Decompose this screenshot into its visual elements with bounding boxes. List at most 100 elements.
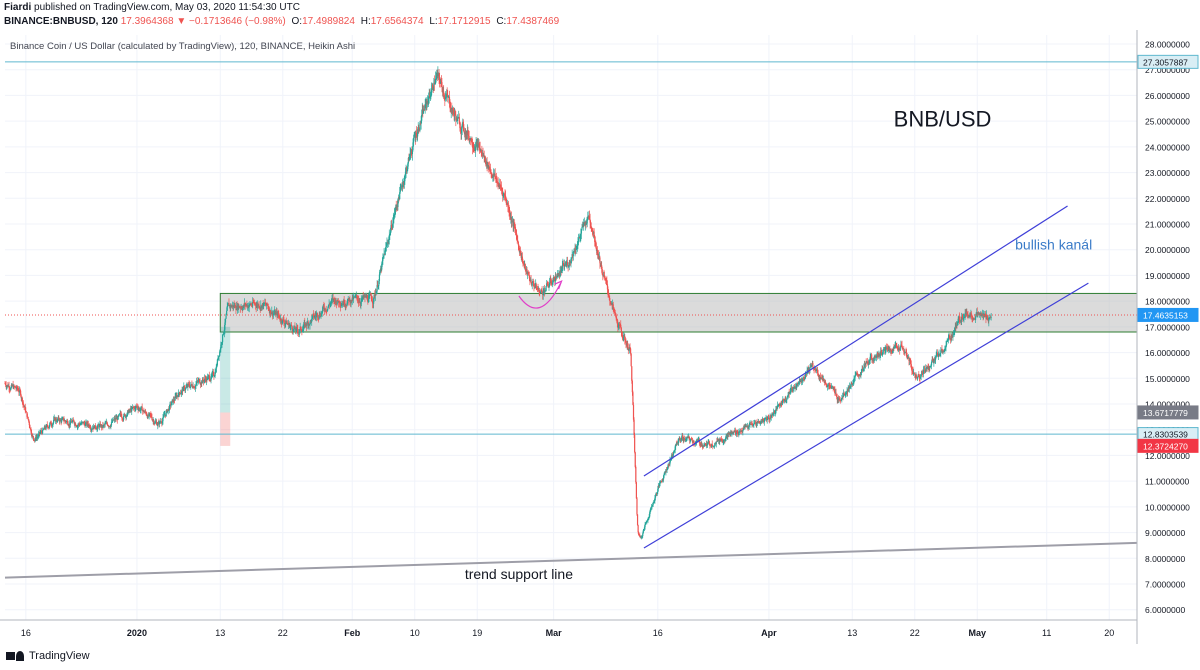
candle [599,255,601,269]
candle [199,378,201,385]
candle-body [73,419,75,423]
candle-body [151,416,153,420]
candle-body [838,398,841,400]
candle-body [840,399,842,401]
candle-body [722,440,724,442]
candle-body [455,114,457,121]
candle-body [125,415,127,418]
candle-body [517,240,519,242]
candle [951,334,953,341]
candle-body [683,438,686,440]
candle-body [259,306,261,309]
candle [647,516,650,521]
candle-body [900,344,902,348]
candle-body [950,339,952,341]
candle-body [591,227,593,230]
candle-body [849,385,851,388]
candle-body [9,388,11,390]
candle-body [371,300,374,304]
candle [583,218,585,231]
candle-body [360,302,362,305]
candle-body [742,430,744,432]
candle-body [300,328,302,331]
candle-body [36,437,38,439]
candle [344,299,346,308]
candle [141,403,143,411]
candle-body [946,339,948,342]
candle-body [613,307,615,310]
candle [566,256,569,267]
candle-body [322,307,324,311]
candle-body [361,298,363,300]
candle-body [953,331,955,334]
candle [318,318,320,323]
candle [156,419,158,426]
candle-body [857,375,859,376]
candle-body [547,283,549,287]
candle [283,316,285,326]
candle-body [467,135,470,137]
candle-body [561,265,563,269]
candle [835,388,837,397]
candle-body [217,356,220,360]
candle-body [191,384,193,386]
candle [347,299,349,305]
candle [246,300,248,309]
price-chart[interactable]: 6.00000007.00000008.00000009.000000010.0… [0,30,1200,648]
candle [841,392,844,400]
candle-body [605,279,607,281]
candle-body [374,293,376,296]
candle-body [562,263,565,266]
candle-body [17,388,19,390]
candle-body [282,318,284,321]
candle-body [594,237,596,243]
candle-body [343,300,345,304]
candle-body [128,412,130,413]
candle [479,141,481,154]
candle-body [29,428,32,430]
candle-body [46,424,48,426]
candle [742,430,744,436]
candle-body [71,421,73,423]
candle-body [880,351,882,354]
candle [137,404,139,414]
candle-body [407,157,409,164]
candle [351,293,353,305]
candle [222,333,224,336]
candle [128,408,131,413]
candle-body [38,431,40,435]
candle-body [767,417,769,419]
candle-body [634,452,636,467]
candle-body [608,296,610,299]
candle-body [815,368,817,371]
candle-body [172,399,175,402]
candle-body [423,109,425,110]
candle-body [687,436,689,439]
candle-body [58,417,60,420]
candle-body [356,295,358,297]
candle-body [385,246,387,251]
candle [606,276,608,285]
candle [317,314,319,321]
candle [655,492,657,497]
candle [205,376,207,386]
candle-body [779,403,782,406]
candle-body [193,386,195,388]
candle-body [797,383,800,385]
candle-body [503,194,506,196]
candle-body [882,349,884,353]
candle-body [194,387,196,389]
candle-body [407,163,409,170]
candle-body [703,445,705,447]
candle-body [370,293,372,296]
author-name[interactable]: Fiardi [4,2,32,13]
candle-body [197,381,199,382]
candle-body [644,524,646,528]
candle-body [96,425,99,429]
candle-body [434,78,437,84]
candle [551,279,554,288]
candle-body [921,371,923,374]
candle [178,389,180,398]
candle-body [490,172,492,173]
candle-body [780,403,782,405]
